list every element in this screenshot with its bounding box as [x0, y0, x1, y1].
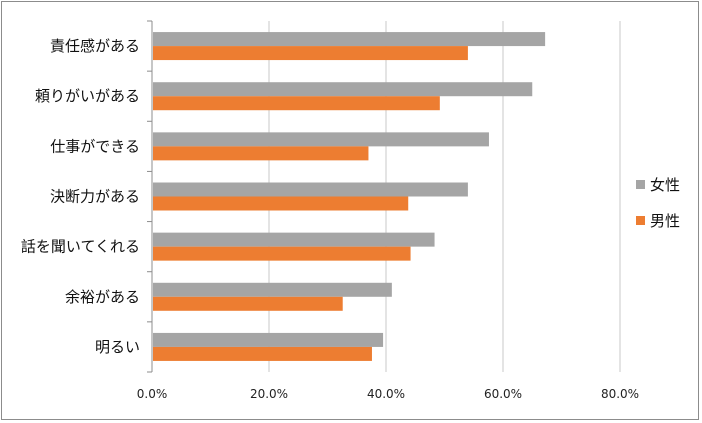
bar-male [153, 96, 440, 111]
legend-label: 男性 [650, 212, 680, 230]
category-label: 話を聞いてくれる [21, 238, 140, 256]
bar-male [153, 46, 468, 61]
x-tick-label: 40.0% [367, 387, 405, 401]
bar-male [153, 196, 409, 211]
x-tick-label: 60.0% [484, 387, 522, 401]
category-label: 責任感がある [50, 37, 140, 55]
bar-male [153, 346, 372, 361]
x-tick-label: 20.0% [250, 387, 288, 401]
legend-swatch [636, 180, 645, 189]
bar-female [153, 332, 384, 347]
bar-female [153, 282, 392, 297]
bar-male [153, 246, 411, 261]
bar-female [153, 32, 546, 47]
bar-male [153, 296, 343, 311]
x-tick-label: 0.0% [137, 387, 168, 401]
x-tick-label: 80.0% [601, 387, 639, 401]
legend-swatch [636, 216, 645, 225]
bar-female [153, 232, 435, 247]
bar-female [153, 132, 489, 147]
bar-female [153, 182, 468, 197]
bar-male [153, 146, 369, 161]
category-label: 余裕がある [65, 288, 140, 306]
category-label: 明るい [95, 338, 140, 356]
category-label: 仕事ができる [50, 137, 140, 155]
category-label: 決断力がある [50, 188, 140, 206]
bar-female [153, 82, 533, 97]
category-label: 頼りがいがある [35, 87, 140, 105]
legend-label: 女性 [650, 176, 680, 194]
